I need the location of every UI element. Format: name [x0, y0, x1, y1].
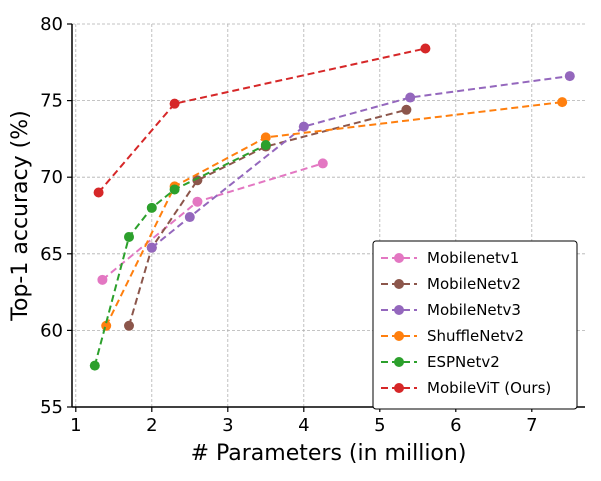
data-point	[405, 92, 416, 103]
data-point	[146, 202, 157, 213]
data-point	[420, 43, 431, 54]
x-tick-label: 2	[146, 415, 157, 436]
series-espnetv2	[89, 140, 271, 371]
data-point	[317, 158, 328, 169]
data-point	[97, 274, 108, 285]
data-point	[192, 175, 203, 186]
data-point	[564, 71, 575, 82]
series-mobilenetv3	[146, 71, 575, 253]
x-tick-label: 6	[450, 415, 461, 436]
series-mobilevit-ours	[93, 43, 431, 198]
legend-marker	[394, 253, 404, 263]
data-point	[260, 140, 271, 151]
y-tick-label: 60	[40, 320, 63, 341]
x-tick-label: 1	[70, 415, 81, 436]
y-axis-label: Top-1 accuracy (%)	[8, 110, 33, 321]
series-line-mobilenetv2	[128, 108, 407, 327]
series-mobilenetv1	[97, 158, 328, 285]
data-point	[146, 242, 157, 253]
legend-item-mobilevit-ours: MobileViT (Ours)	[381, 379, 551, 397]
series-line-mobilenetv1	[101, 162, 324, 281]
data-point	[298, 121, 309, 132]
legend-label: MobileNetv2	[427, 275, 521, 293]
legend-label: ShuffleNetv2	[427, 327, 524, 345]
series-layer	[89, 43, 575, 371]
legend-item-espnetv2: ESPNetv2	[381, 353, 500, 371]
y-tick-label: 75	[40, 91, 63, 112]
data-point	[124, 320, 134, 331]
legend-label: ESPNetv2	[427, 353, 500, 371]
legend-marker	[394, 383, 404, 393]
legend: Mobilenetv1 MobileNetv2 MobileNetv3 Shuffle…	[372, 240, 578, 410]
legend-marker	[394, 331, 404, 341]
x-tick-label: 4	[298, 415, 309, 436]
tick-labels: 1 2 3 4 5 6 7 55 60 65 70 75 80	[40, 14, 537, 436]
data-point	[169, 184, 180, 195]
data-point	[184, 212, 195, 223]
legend-box	[372, 240, 578, 410]
y-tick-label: 80	[40, 14, 63, 35]
y-tick-label: 55	[40, 397, 63, 418]
series-line-shufflenetv2	[105, 101, 563, 327]
legend-marker	[394, 305, 404, 315]
data-point	[557, 97, 568, 108]
x-tick-label: 5	[374, 415, 385, 436]
data-point	[169, 98, 180, 109]
legend-label: MobileNetv3	[427, 301, 521, 319]
data-point	[401, 104, 412, 115]
x-axis-label: # Parameters (in million)	[191, 441, 467, 466]
legend-item-shufflenetv2: ShuffleNetv2	[381, 327, 524, 345]
legend-marker	[394, 279, 404, 289]
legend-label: Mobilenetv1	[427, 249, 519, 267]
data-point	[93, 187, 104, 198]
data-point	[260, 132, 271, 143]
legend-item-mobilenetv2: MobileNetv2	[381, 275, 521, 293]
data-point	[124, 231, 134, 242]
data-point	[192, 196, 203, 207]
x-tick-label: 7	[526, 415, 537, 436]
series-line-mobilevit-ours	[97, 47, 426, 194]
legend-item-mobilenetv1: Mobilenetv1	[381, 249, 519, 267]
y-tick-label: 70	[40, 167, 63, 188]
legend-label: MobileViT (Ours)	[427, 379, 551, 397]
data-point	[89, 360, 100, 371]
series-line-mobilenetv3	[151, 75, 570, 249]
legend-marker	[394, 357, 404, 367]
legend-item-mobilenetv3: MobileNetv3	[381, 301, 521, 319]
x-tick-label: 3	[222, 415, 233, 436]
y-tick-label: 65	[40, 244, 63, 265]
